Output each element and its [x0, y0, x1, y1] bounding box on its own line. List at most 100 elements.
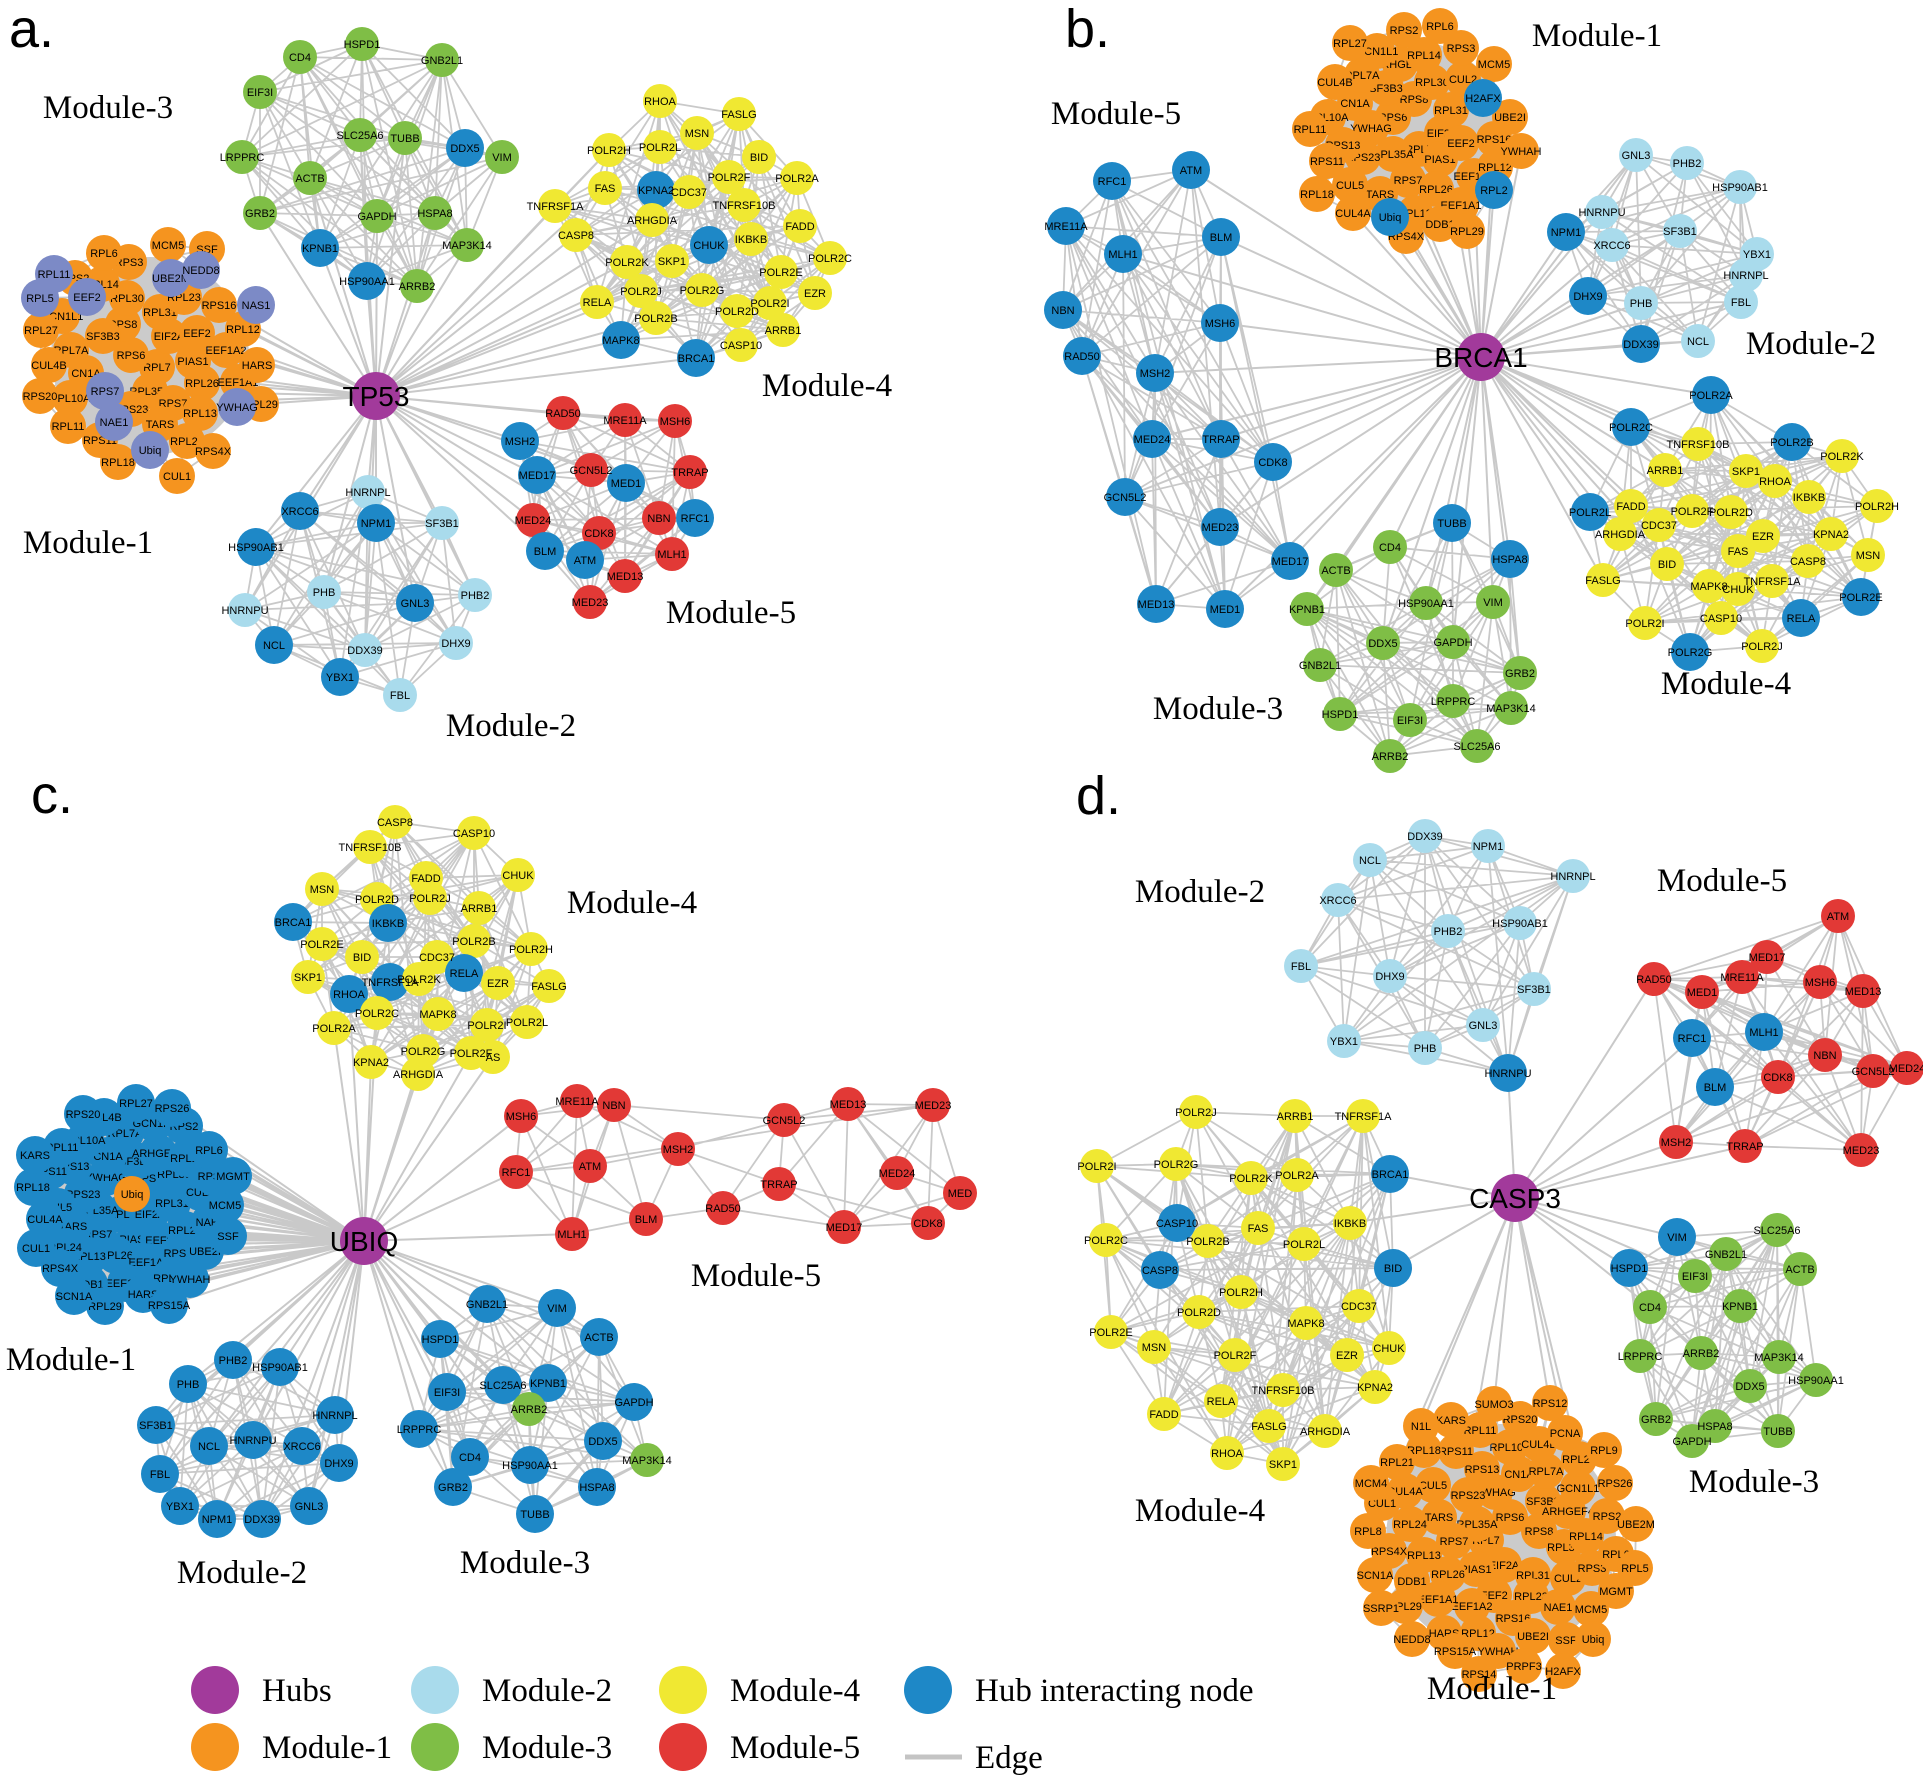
svg-text:PHB2: PHB2	[219, 1355, 248, 1367]
svg-text:RPL8: RPL8	[1354, 1526, 1382, 1538]
svg-text:UBIQ: UBIQ	[330, 1226, 398, 1257]
svg-text:MED24: MED24	[1889, 1063, 1923, 1075]
svg-text:ATM: ATM	[574, 555, 596, 567]
svg-text:EEF1A2: EEF1A2	[206, 345, 247, 357]
svg-text:NBN: NBN	[1051, 305, 1074, 317]
svg-text:Module-2: Module-2	[177, 1555, 307, 1591]
svg-text:RPL24: RPL24	[1393, 1519, 1427, 1531]
svg-text:RPL31: RPL31	[1434, 105, 1468, 117]
svg-text:RPL14: RPL14	[1407, 50, 1441, 62]
svg-text:GNB2L1: GNB2L1	[1705, 1249, 1747, 1261]
svg-text:EIF3I: EIF3I	[1682, 1271, 1708, 1283]
svg-text:RAD50: RAD50	[705, 1203, 740, 1215]
svg-text:POLR2I: POLR2I	[1625, 618, 1664, 630]
svg-text:CASP8: CASP8	[1790, 556, 1826, 568]
svg-text:FASLG: FASLG	[1585, 575, 1620, 587]
svg-text:CUL5: CUL5	[1419, 1480, 1447, 1492]
svg-text:DDX5: DDX5	[1735, 1381, 1764, 1393]
svg-text:ARHGDIA: ARHGDIA	[1595, 529, 1646, 541]
svg-text:POLR2B: POLR2B	[634, 313, 677, 325]
svg-text:KPNA2: KPNA2	[353, 1057, 389, 1069]
svg-text:H2AFX: H2AFX	[1545, 1666, 1581, 1678]
svg-text:GNB2L1: GNB2L1	[421, 55, 463, 67]
svg-text:RPL26: RPL26	[1431, 1569, 1465, 1581]
svg-text:DHX9: DHX9	[1375, 971, 1404, 983]
svg-text:Ubiq: Ubiq	[1582, 1634, 1605, 1646]
svg-text:RPS16: RPS16	[202, 300, 237, 312]
svg-text:RHOA: RHOA	[1759, 476, 1791, 488]
svg-text:RPS2: RPS2	[1593, 1511, 1622, 1523]
svg-text:GRB2: GRB2	[1505, 668, 1535, 680]
svg-text:POLR2F: POLR2F	[708, 172, 751, 184]
svg-text:Hubs: Hubs	[262, 1673, 332, 1709]
svg-text:MED23: MED23	[915, 1100, 952, 1112]
svg-text:YWHAH: YWHAH	[170, 1274, 211, 1286]
svg-text:c.: c.	[31, 765, 73, 825]
svg-text:Ubiq: Ubiq	[1379, 212, 1402, 224]
svg-text:SF3B3: SF3B3	[86, 331, 120, 343]
svg-text:GCN5L2: GCN5L2	[570, 465, 613, 477]
svg-text:RPL12: RPL12	[226, 324, 260, 336]
svg-text:RPL18: RPL18	[101, 457, 135, 469]
svg-text:PIAS1: PIAS1	[1460, 1564, 1491, 1576]
svg-text:SKP1: SKP1	[294, 972, 322, 984]
svg-text:NPM1: NPM1	[361, 518, 392, 530]
svg-text:RELA: RELA	[583, 297, 612, 309]
svg-text:CUL1: CUL1	[22, 1243, 50, 1255]
svg-text:RAD50: RAD50	[1636, 974, 1671, 986]
svg-text:Module-1: Module-1	[23, 525, 153, 561]
svg-text:DDX5: DDX5	[450, 143, 479, 155]
svg-text:CUL2: CUL2	[1554, 1573, 1582, 1585]
svg-text:CHUK: CHUK	[502, 870, 534, 882]
svg-text:GNB2L1: GNB2L1	[466, 1299, 508, 1311]
svg-text:TNFRSF10B: TNFRSF10B	[1252, 1385, 1315, 1397]
svg-text:POLR2G: POLR2G	[1668, 647, 1713, 659]
svg-text:CD4: CD4	[289, 52, 311, 64]
svg-text:RPS3: RPS3	[1447, 43, 1476, 55]
svg-text:RPS11: RPS11	[1439, 1446, 1473, 1458]
svg-text:HSPA8: HSPA8	[417, 208, 452, 220]
svg-text:DHX9: DHX9	[324, 1458, 353, 1470]
svg-text:MED1: MED1	[1210, 604, 1241, 616]
svg-text:NCL: NCL	[1687, 336, 1709, 348]
svg-text:RPL27: RPL27	[1333, 38, 1367, 50]
svg-text:POLR2I: POLR2I	[467, 1020, 506, 1032]
svg-text:CDC37: CDC37	[671, 187, 707, 199]
svg-text:RHOA: RHOA	[333, 989, 365, 1001]
svg-text:RPL35A: RPL35A	[1457, 1519, 1499, 1531]
svg-text:DDX5: DDX5	[1368, 638, 1397, 650]
svg-text:CDK8: CDK8	[913, 1218, 942, 1230]
svg-text:GNL3: GNL3	[1622, 150, 1651, 162]
svg-text:HSP90AA1: HSP90AA1	[1788, 1375, 1844, 1387]
svg-text:SSF: SSF	[217, 1231, 239, 1243]
svg-text:CDK8: CDK8	[1763, 1072, 1792, 1084]
svg-text:MED1: MED1	[611, 478, 642, 490]
svg-text:YWHAH: YWHAH	[1478, 1646, 1519, 1658]
svg-text:LRPPRC: LRPPRC	[397, 1424, 442, 1436]
svg-text:KPNB1: KPNB1	[1289, 604, 1325, 616]
svg-text:Ubiq: Ubiq	[121, 1189, 144, 1201]
svg-text:IKBKB: IKBKB	[372, 918, 404, 930]
svg-text:POLR2L: POLR2L	[639, 142, 681, 154]
svg-text:PHB2: PHB2	[1673, 158, 1702, 170]
svg-text:CUL4B: CUL4B	[31, 360, 66, 372]
svg-text:EZR: EZR	[804, 288, 826, 300]
svg-text:MED1: MED1	[1687, 987, 1718, 999]
svg-text:HSP90AA1: HSP90AA1	[502, 1460, 558, 1472]
svg-text:GCN5L2: GCN5L2	[1852, 1066, 1895, 1078]
svg-text:KARS: KARS	[20, 1150, 50, 1162]
svg-text:XRCC6: XRCC6	[1593, 240, 1630, 252]
svg-text:RFC1: RFC1	[681, 513, 710, 525]
svg-text:NPM1: NPM1	[202, 1514, 233, 1526]
svg-text:BLM: BLM	[534, 546, 557, 558]
svg-text:EZR: EZR	[1752, 531, 1774, 543]
svg-text:RPS8: RPS8	[1400, 94, 1429, 106]
svg-text:RPS3: RPS3	[1578, 1563, 1607, 1575]
svg-text:SF3B3: SF3B3	[1369, 83, 1403, 95]
svg-text:PHB2: PHB2	[461, 590, 490, 602]
svg-text:YBX1: YBX1	[166, 1501, 194, 1513]
svg-text:NAE1: NAE1	[100, 417, 129, 429]
svg-text:DDX39: DDX39	[244, 1514, 279, 1526]
svg-text:Module-2: Module-2	[446, 708, 576, 744]
svg-text:XRCC6: XRCC6	[281, 506, 318, 518]
